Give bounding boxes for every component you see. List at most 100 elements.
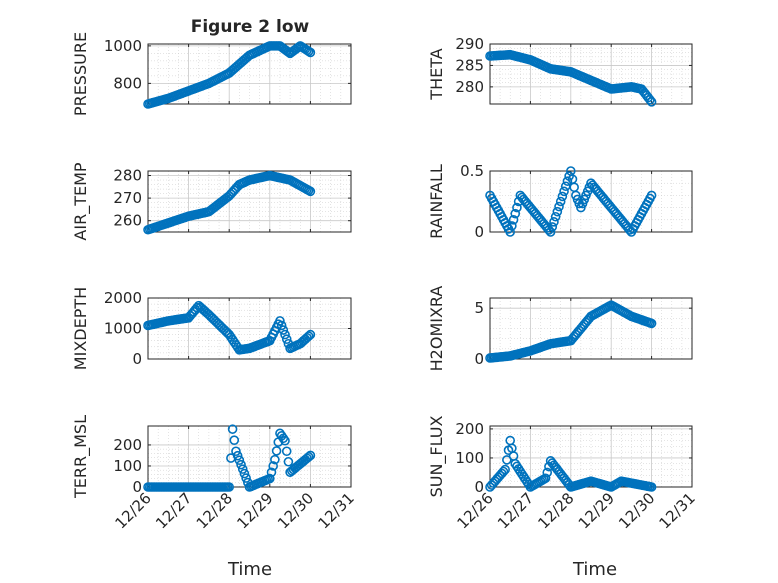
- y-tick-label: 1000: [104, 37, 142, 55]
- subplot-3: 0 0.5 RAINFALL: [427, 162, 693, 241]
- data-point: [540, 473, 551, 484]
- y-axis-label: PRESSURE: [71, 32, 90, 116]
- data-point-interp: [510, 208, 521, 219]
- y-axis-label: AIR_TEMP: [71, 162, 91, 240]
- axes-box: [489, 43, 693, 105]
- subplot-7: 12/2612/2712/2812/2912/3012/310100200SUN…: [427, 416, 699, 533]
- data-point: [280, 435, 290, 446]
- data-point-interp: [303, 452, 314, 462]
- x-tick-label: 12/31: [315, 489, 358, 532]
- figure-title: Figure 2 low: [191, 17, 310, 37]
- data-point-interp: [557, 191, 568, 202]
- data-point: [505, 227, 516, 237]
- axes-box: [147, 43, 352, 105]
- data-point-interp: [303, 331, 314, 341]
- y-axis-label: SUN_FLUX: [427, 416, 447, 498]
- y-tick-label: 200: [113, 436, 142, 454]
- data-point-interp: [645, 94, 655, 105]
- data-point-interp: [498, 466, 509, 477]
- data-point-interp: [550, 211, 561, 222]
- axes-box: [489, 425, 693, 488]
- subplot-0: 800 1000 PRESSURE: [71, 32, 352, 116]
- subplot-1: 280 285 290 THETA: [427, 35, 693, 107]
- data-point-interp: [281, 446, 292, 457]
- x-tick-label: 12/28: [193, 489, 236, 532]
- data-point-interp: [229, 435, 240, 445]
- data-point-interp: [237, 464, 248, 474]
- x-axis-label-left: Time: [227, 559, 272, 580]
- y-axis-label: MIXDEPTH: [71, 287, 90, 370]
- subplot-2: 260 270 280 AIR_TEMP: [71, 162, 352, 241]
- data-point-interp: [234, 455, 245, 465]
- data-point-interp: [241, 473, 251, 483]
- data-point: [227, 424, 238, 434]
- y-tick-label: 200: [455, 420, 484, 438]
- axes-box: [489, 297, 693, 360]
- data-point: [305, 329, 316, 340]
- data-point-interp: [508, 451, 519, 461]
- data-point-interp: [569, 182, 579, 193]
- data-point-interp: [562, 176, 573, 186]
- data-point: [270, 454, 280, 465]
- subplot-4: 0 1000 2000 MIXDEPTH: [71, 287, 352, 370]
- data-point: [305, 186, 316, 197]
- x-tick-label: 12/30: [615, 489, 658, 532]
- x-tick-label: 12/27: [494, 489, 537, 532]
- data-point-interp: [283, 456, 294, 467]
- data-point-interp: [271, 446, 282, 456]
- data-point-interp: [508, 215, 519, 225]
- y-tick-label: 260: [113, 212, 142, 230]
- y-tick-label: 100: [455, 449, 484, 467]
- data-point-interp: [281, 334, 292, 344]
- y-axis-label: RAINFALL: [427, 164, 446, 239]
- x-tick-label: 12/29: [575, 489, 618, 532]
- data-point: [646, 190, 657, 201]
- data-point: [500, 464, 510, 475]
- data-point: [305, 47, 316, 58]
- data-point: [646, 318, 657, 329]
- data-point-interp: [276, 320, 287, 331]
- data-point-interp: [266, 467, 277, 478]
- data-point-interp: [268, 461, 278, 471]
- data-point: [505, 435, 516, 446]
- data-point-interp: [555, 196, 566, 207]
- y-tick-label: 0: [474, 478, 484, 496]
- x-tick-label: 12/27: [152, 489, 195, 532]
- data-point: [275, 316, 285, 326]
- data-point: [224, 482, 234, 492]
- y-tick-label: 280: [455, 78, 484, 96]
- y-axis-label: TERR_MSL: [71, 415, 91, 499]
- data-point: [646, 97, 657, 107]
- data-point-interp: [542, 467, 553, 478]
- data-point-interp: [239, 468, 250, 479]
- data-point-interp: [278, 325, 289, 335]
- data-point-interp: [507, 221, 517, 231]
- x-tick-label: 12/29: [233, 489, 276, 532]
- data-point-interp: [278, 433, 289, 444]
- y-tick-label: 5: [474, 299, 484, 317]
- y-tick-label: 290: [455, 35, 484, 53]
- data-point-interp: [559, 186, 569, 197]
- y-tick-label: 280: [113, 167, 142, 185]
- data-point-interp: [552, 206, 563, 217]
- data-point: [545, 227, 556, 237]
- y-tick-label: 1000: [104, 320, 142, 338]
- axes-box: [147, 170, 352, 233]
- data-point: [231, 446, 241, 457]
- data-point: [305, 450, 316, 461]
- x-axis-label-right: Time: [572, 559, 617, 580]
- y-tick-label: 0.5: [460, 162, 484, 180]
- data-point-interp: [232, 450, 243, 461]
- data-point: [646, 482, 657, 492]
- data-point: [264, 473, 275, 484]
- data-point-interp: [549, 217, 559, 227]
- y-tick-label: 0: [474, 350, 484, 368]
- data-point-interp: [554, 201, 564, 212]
- y-tick-label: 285: [455, 56, 484, 74]
- y-tick-label: 0: [132, 478, 142, 496]
- y-axis-label: H2OMIXRA: [427, 286, 446, 372]
- y-axis-label: THETA: [427, 48, 446, 100]
- subplot-6: 12/2612/2712/2812/2912/3012/310100200TER…: [71, 415, 358, 532]
